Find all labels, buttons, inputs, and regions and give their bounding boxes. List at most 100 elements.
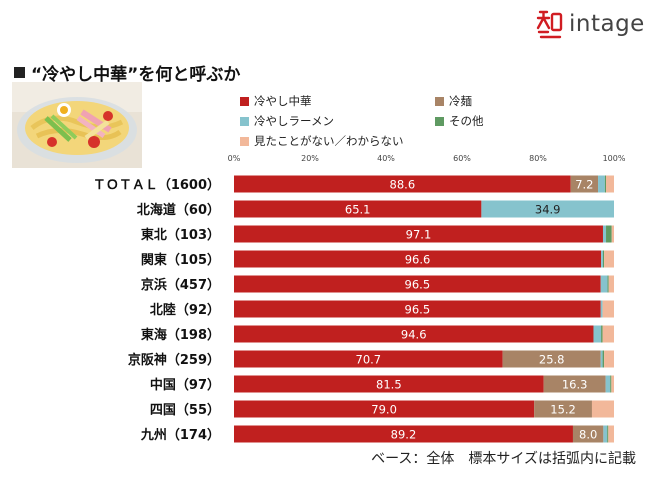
category-label: 北陸（92） (150, 302, 220, 318)
bar-segment (234, 275, 601, 293)
bar-segment (593, 325, 602, 343)
legend-swatch (435, 116, 444, 126)
legend-item-reimen: 冷麺 (435, 93, 472, 109)
x-tick-label: 80% (529, 154, 547, 163)
legend-swatch (240, 116, 249, 126)
bar-segment (601, 250, 603, 268)
x-tick-label: 60% (453, 154, 471, 163)
bar-segment (602, 325, 614, 343)
noodle-dish-photo (12, 82, 142, 168)
bar-segment (610, 375, 612, 393)
bar-segment (602, 250, 605, 268)
data-label: 96.6 (405, 253, 431, 267)
bar-segment (604, 175, 607, 193)
chart-legend: 冷やし中華 冷麺 冷やしラーメン その他 見たことがない／わからない (240, 90, 640, 150)
legend-swatch (435, 96, 444, 106)
bar-segment (602, 225, 607, 243)
category-label: 北海道（60） (137, 202, 220, 218)
legend-swatch (240, 96, 249, 106)
bar-segment (234, 425, 573, 443)
bar-segment (604, 350, 614, 368)
bar-segment (605, 375, 611, 393)
legend-item-other: その他 (435, 113, 484, 129)
data-label: 88.6 (390, 178, 416, 192)
bar-segment (604, 250, 614, 268)
bar-segment (234, 225, 603, 243)
data-label: 97.1 (406, 228, 432, 242)
title-row: “冷やし中華”を何と呼ぶか (14, 60, 240, 85)
x-tick-label: 100% (603, 154, 626, 163)
bar-segment (603, 425, 608, 443)
bar-segment (234, 175, 571, 193)
data-label: 15.2 (550, 403, 576, 417)
legend-item-hiyashi-ramen: 冷やしラーメン (240, 113, 334, 129)
bar-segment (234, 325, 594, 343)
brand-logo: intage (536, 6, 646, 46)
footnote: ベース：全体 標本サイズは括弧内に記載 (371, 451, 636, 467)
data-label: 16.3 (562, 378, 588, 392)
data-label: 34.9 (535, 203, 561, 217)
bar-segment (234, 375, 544, 393)
data-labels: 88.6 7.2 65.1 34.9 97.1 96.6 96.5 96.5 94.6 70.7 2… (345, 178, 597, 442)
bar-segment (600, 275, 608, 293)
bar-segment (600, 350, 603, 368)
bar-segment (602, 300, 614, 318)
x-axis-ticks: 0% 20% 40% 60% 80% 100% (228, 154, 626, 163)
bar-segment (611, 375, 614, 393)
category-label: ＴＯＴＡＬ（1600） (93, 177, 220, 193)
bar-segment (234, 400, 535, 418)
brand-name: intage (569, 11, 645, 37)
data-label: 94.6 (401, 328, 427, 342)
legend-label: 冷麺 (449, 94, 472, 108)
legend-swatch (240, 136, 249, 146)
category-labels: ＴＯＴＡＬ（1600） 北海道（60） 東北（103） 関東（105） 京浜（457） 北… (93, 177, 220, 443)
legend-label: 見たことがない／わからない (254, 134, 404, 148)
bar-segment (234, 250, 602, 268)
bar-segment (570, 175, 599, 193)
x-tick-label: 0% (228, 154, 241, 163)
category-label: 中国（97） (150, 377, 220, 393)
category-label: 関東（105） (141, 252, 220, 268)
bar-segments (234, 175, 614, 443)
bar-segment (611, 225, 614, 243)
bar-segment (607, 275, 609, 293)
bar-segment (602, 350, 605, 368)
x-tick-label: 40% (377, 154, 395, 163)
data-label: 79.0 (371, 403, 397, 417)
legend-label: その他 (449, 114, 484, 128)
x-tick-label: 20% (301, 154, 319, 163)
category-label: 九州（174） (140, 427, 220, 443)
data-label: 96.5 (405, 303, 431, 317)
bar-segment (591, 400, 614, 418)
data-label: 70.7 (356, 353, 382, 367)
bar-segment (606, 175, 614, 193)
data-label: 96.5 (405, 278, 431, 292)
data-label: 7.2 (575, 178, 593, 192)
category-label: 東海（198） (141, 327, 220, 343)
data-label: 25.8 (539, 353, 565, 367)
category-label: 四国（55） (150, 402, 220, 418)
bar-segment (534, 400, 592, 418)
bar-segment (606, 225, 612, 243)
legend-label: 冷やし中華 (254, 94, 312, 108)
bar-segment (600, 300, 603, 318)
bar-segment (607, 425, 609, 443)
data-label: 8.0 (579, 428, 597, 442)
category-label: 京浜（457） (141, 277, 220, 293)
bar-segment (572, 425, 604, 443)
brand-mark-icon (536, 10, 563, 39)
category-label: 東北（103） (141, 227, 220, 243)
data-label: 65.1 (345, 203, 371, 217)
bar-segment (608, 425, 614, 443)
bar-segment (608, 275, 614, 293)
bar-segment (502, 350, 601, 368)
bar-segment (543, 375, 606, 393)
bar-segment (234, 350, 503, 368)
bar-segment (234, 300, 601, 318)
category-label: 京阪神（259） (128, 352, 220, 368)
bar-segment (601, 325, 603, 343)
data-label: 81.5 (376, 378, 402, 392)
legend-item-reishi-chuka: 冷やし中華 (240, 93, 312, 109)
bar-segment (598, 175, 605, 193)
title-bullet-icon (14, 67, 25, 78)
